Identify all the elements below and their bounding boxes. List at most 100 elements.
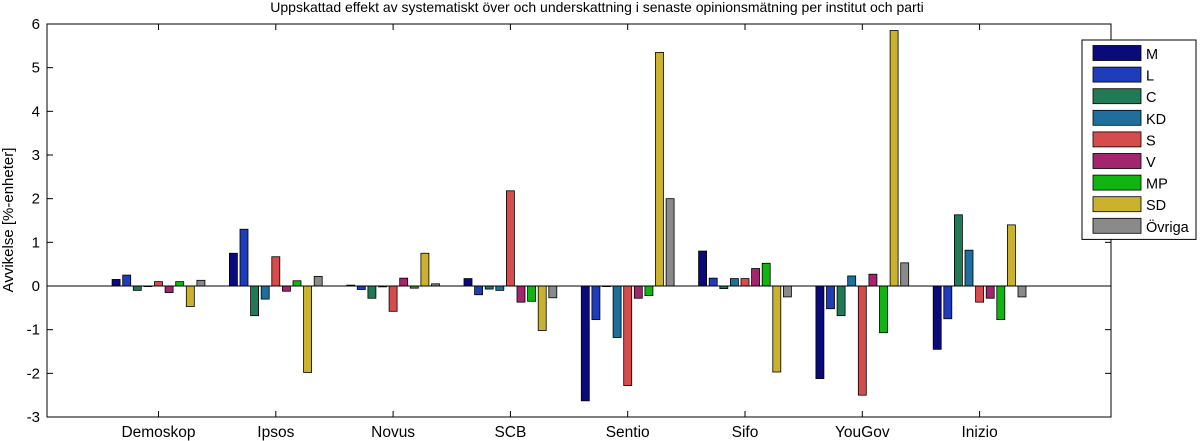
bar-v-demoskop <box>164 285 174 293</box>
bar-m-sentio <box>580 285 590 402</box>
bar-övriga-sentio <box>665 198 675 287</box>
bar-c-inizio <box>954 214 963 287</box>
bar-mp-scb <box>527 285 536 302</box>
legend-swatch-c <box>1092 88 1142 105</box>
bar-v-novus <box>399 277 409 287</box>
y-tick-label: 1 <box>32 234 40 251</box>
legend: MLC KD SV MP SD Övriga <box>1081 39 1197 240</box>
bar-övriga-sifo <box>783 285 792 298</box>
bar-l-inizio <box>943 285 953 320</box>
bar-mp-ipsos <box>292 280 302 287</box>
bar-m-ipsos <box>228 252 238 287</box>
bar-kd-yougov <box>847 275 857 287</box>
bar-l-novus <box>356 285 366 290</box>
axes-frame <box>46 23 1112 418</box>
x-tick-label: Inizio <box>962 424 998 441</box>
bar-sd-demoskop <box>185 285 195 307</box>
bar-sd-yougov <box>889 30 899 287</box>
legend-swatch-sd <box>1092 196 1142 213</box>
legend-label-övriga: Övriga <box>1146 218 1190 236</box>
legend-swatch-v <box>1092 153 1142 169</box>
legend-label-kd: KD <box>1146 112 1166 128</box>
bar-l-yougov <box>826 285 835 310</box>
legend-swatch-s <box>1092 131 1142 148</box>
legend-swatch-l <box>1092 66 1142 83</box>
bar-m-demoskop <box>111 279 121 287</box>
bar-m-yougov <box>815 285 825 379</box>
bar-v-yougov <box>868 273 878 287</box>
legend-swatch-övriga <box>1092 217 1142 234</box>
legend-swatch-kd <box>1092 109 1142 126</box>
y-tick-label: -1 <box>27 322 40 339</box>
x-tick-label: Demoskop <box>121 424 195 441</box>
bar-v-inizio <box>985 285 995 299</box>
bar-s-demoskop <box>154 281 163 287</box>
bar-c-ipsos <box>250 285 260 317</box>
bar-v-ipsos <box>281 285 291 292</box>
x-tick-label: Novus <box>371 424 415 441</box>
bar-m-scb <box>463 278 473 287</box>
bar-sd-scb <box>537 285 547 331</box>
bar-s-sentio <box>623 285 633 386</box>
bar-mp-inizio <box>996 285 1006 321</box>
bar-s-ipsos <box>271 256 281 287</box>
legend-swatch-m <box>1092 45 1142 61</box>
bar-m-inizio <box>932 285 942 350</box>
y-tick-label: 6 <box>32 16 40 33</box>
plot-area: -3 -2 -1 0 1 2 3 4 5 6 Demoskop Ipsos Novus SCB Sentio… <box>27 16 1112 441</box>
bar-övriga-scb <box>548 285 558 299</box>
bar-s-novus <box>388 285 398 312</box>
bar-övriga-ipsos <box>313 275 323 287</box>
bar-sd-sifo <box>772 285 782 373</box>
chart-title: Uppskattad effekt av systematiskt över o… <box>270 0 923 15</box>
x-tick-label: YouGov <box>835 424 890 441</box>
bar-övriga-yougov <box>900 262 910 287</box>
bar-mp-demoskop <box>175 281 185 287</box>
bar-sd-sentio <box>655 51 664 287</box>
y-tick-label: -2 <box>27 365 40 382</box>
bar-sd-inizio <box>1007 224 1016 287</box>
x-tick-label: Sentio <box>606 424 650 441</box>
bar-sd-novus <box>420 252 430 287</box>
y-tick-label: -3 <box>27 409 40 426</box>
legend-label-c: C <box>1146 90 1156 106</box>
x-tick-label: SCB <box>494 424 526 441</box>
legend-swatch-mp <box>1092 174 1142 191</box>
bar-sd-ipsos <box>303 285 313 373</box>
bar-övriga-inizio <box>1017 285 1027 298</box>
legend-label-sd: SD <box>1146 198 1166 214</box>
bar-v-sifo <box>751 268 760 287</box>
bar-mp-sifo <box>761 262 771 287</box>
bar-kd-sifo <box>730 278 739 287</box>
legend-label-mp: MP <box>1146 177 1168 193</box>
bar-s-scb <box>505 190 515 287</box>
bar-v-sentio <box>633 285 643 299</box>
bar-mp-yougov <box>879 285 888 334</box>
bar-s-yougov <box>857 285 867 396</box>
bar-l-sifo <box>708 277 718 287</box>
bar-c-demoskop <box>132 285 142 291</box>
bar-m-sifo <box>698 250 707 287</box>
legend-label-v: V <box>1146 155 1156 171</box>
bar-kd-sentio <box>612 285 622 338</box>
bar-s-sifo <box>740 278 750 287</box>
x-tick-label: Ipsos <box>257 424 294 441</box>
bar-l-scb <box>474 285 484 296</box>
legend-label-l: L <box>1146 69 1154 85</box>
y-axis-label-group: Avvikelse [%-enheter] <box>0 148 17 293</box>
bar-kd-scb <box>495 285 505 291</box>
bar-övriga-demoskop <box>196 279 206 287</box>
y-axis-label: Avvikelse [%-enheter] <box>0 148 17 293</box>
bar-l-sentio <box>591 285 601 321</box>
legend-label-m: M <box>1146 47 1158 63</box>
y-tick-label: 2 <box>32 191 40 208</box>
bar-l-ipsos <box>239 228 249 287</box>
bar-mp-sentio <box>644 285 654 297</box>
bar-kd-ipsos <box>260 285 270 300</box>
bar-kd-inizio <box>964 249 974 287</box>
bar-v-scb <box>516 285 526 303</box>
legend-label-s: S <box>1146 133 1156 149</box>
y-tick-label: 5 <box>32 60 40 77</box>
bar-l-demoskop <box>122 274 132 287</box>
